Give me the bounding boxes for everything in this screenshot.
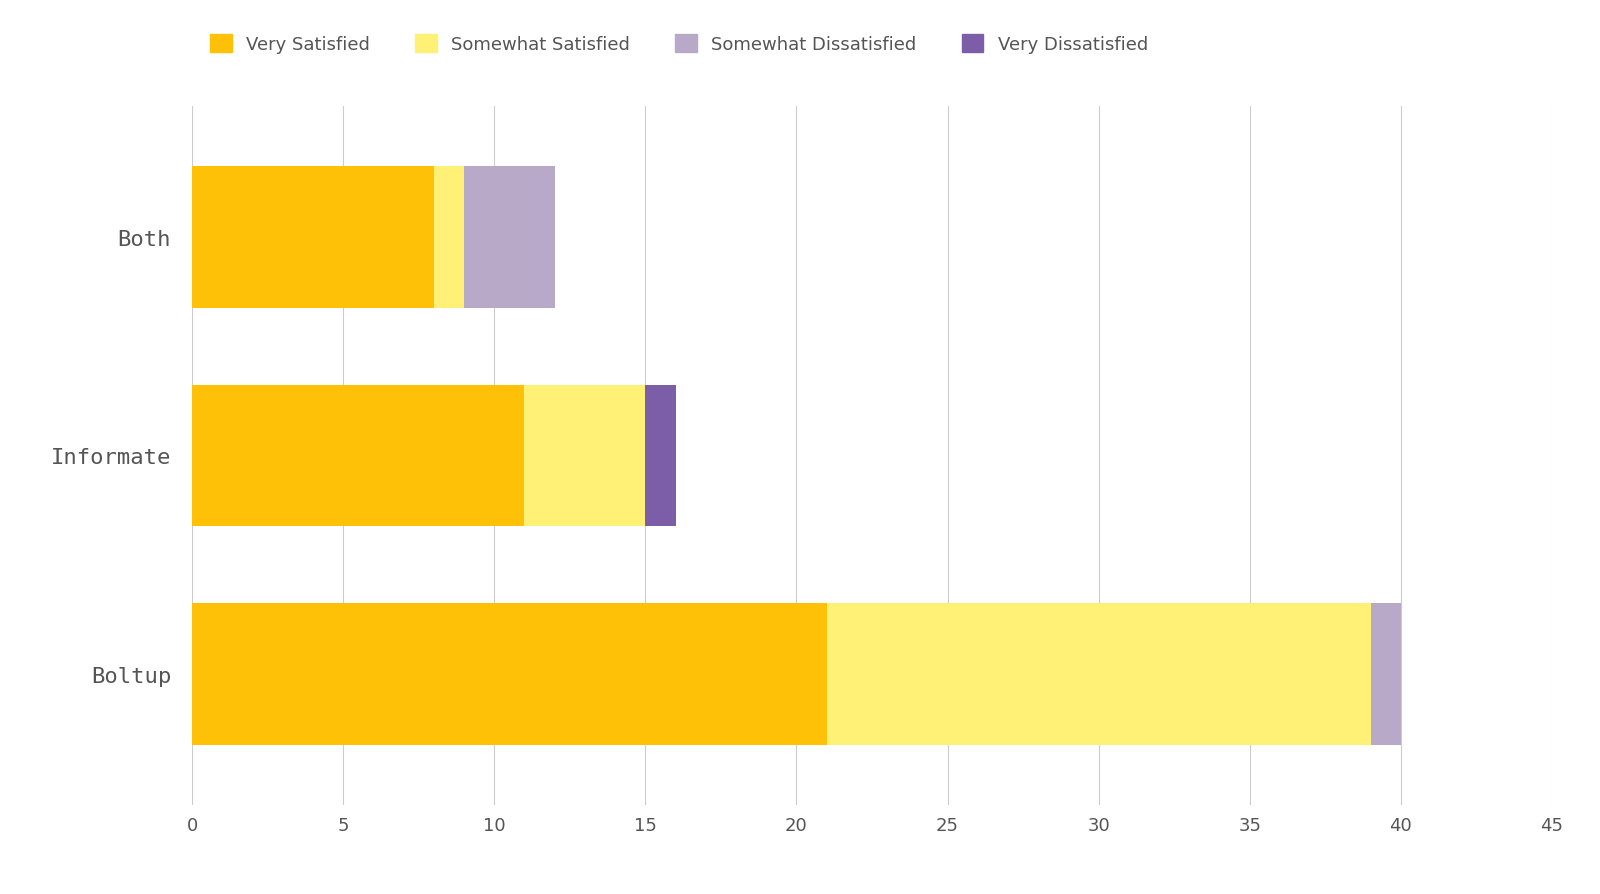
Bar	[645, 385, 675, 527]
Bar	[525, 385, 645, 527]
Bar	[464, 167, 555, 308]
Bar	[1371, 603, 1402, 745]
Bar	[827, 603, 1371, 745]
Bar	[192, 603, 827, 745]
Bar	[434, 167, 464, 308]
Legend: Very Satisfied, Somewhat Satisfied, Somewhat Dissatisfied, Very Dissatisfied: Very Satisfied, Somewhat Satisfied, Some…	[202, 26, 1157, 63]
Bar	[192, 385, 525, 527]
Bar	[192, 167, 434, 308]
